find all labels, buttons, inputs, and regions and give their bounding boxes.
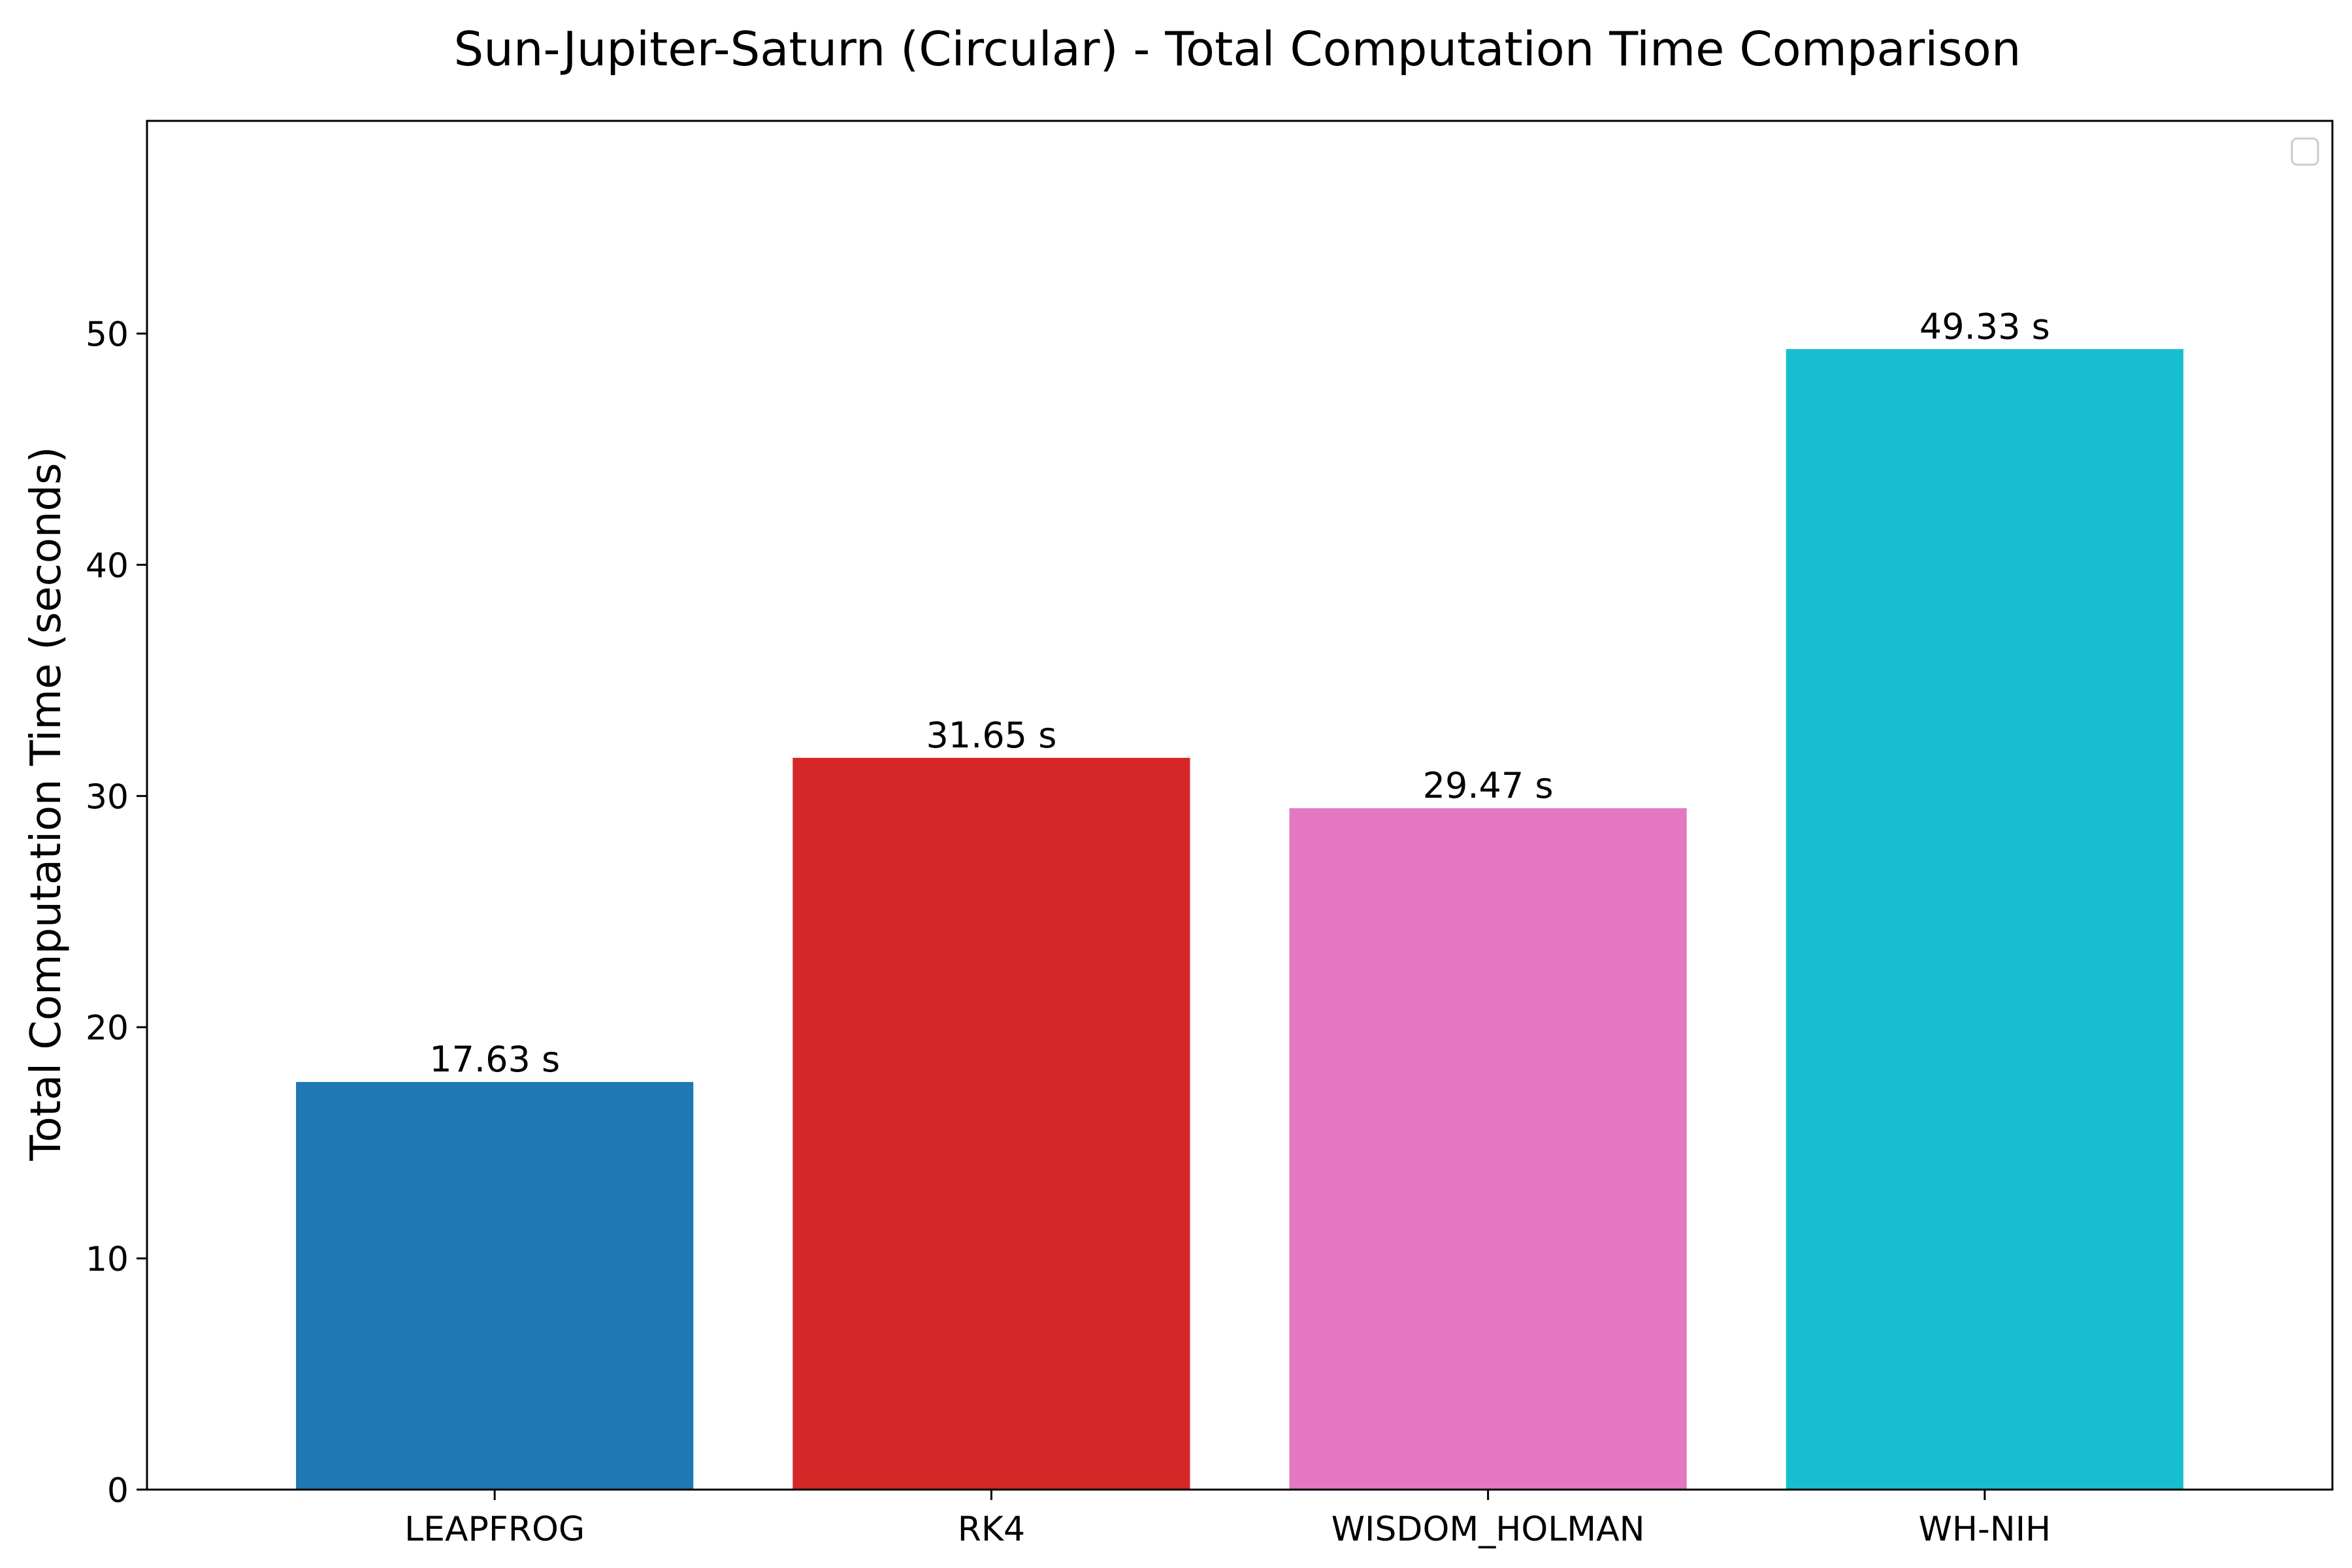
x-tick-label-wh-nih: WH-NIH [1919,1510,2051,1549]
data-labels-layer: 17.63 s 31.65 s 29.47 s 49.33 s [429,306,2050,1080]
bar-rk4 [792,757,1190,1490]
x-tick-label-wisdom-holman: WISDOM_HOLMAN [1331,1510,1645,1549]
legend-box [2291,137,2319,166]
bar-wh-nih [1786,349,2183,1490]
x-tick-label-leapfrog: LEAPFROG [404,1510,585,1549]
y-axis-ticks: 0 10 20 30 40 50 [86,316,147,1511]
bar-wisdom-holman [1289,808,1687,1490]
bars-layer [296,349,2183,1490]
y-tick-label-10: 10 [86,1240,129,1279]
data-label-rk4: 31.65 s [926,715,1056,756]
bar-leapfrog [296,1082,694,1490]
data-label-wh-nih: 49.33 s [1919,306,2050,347]
y-tick-label-30: 30 [86,777,129,817]
y-tick-label-20: 20 [86,1009,129,1048]
data-label-leapfrog: 17.63 s [429,1039,560,1080]
data-label-wisdom-holman: 29.47 s [1423,765,1554,806]
y-axis-label: Total Computation Time (seconds) [22,447,71,1162]
chart-title: Sun-Jupiter-Saturn (Circular) - Total Co… [454,22,2021,76]
x-tick-label-rk4: RK4 [958,1510,1025,1549]
y-tick-label-50: 50 [86,316,129,355]
x-axis-ticks: LEAPFROG RK4 WISDOM_HOLMAN WH-NIH [404,1490,2051,1549]
y-tick-label-0: 0 [107,1471,129,1511]
plot-frame [146,120,2334,1491]
y-tick-label-40: 40 [86,546,129,585]
